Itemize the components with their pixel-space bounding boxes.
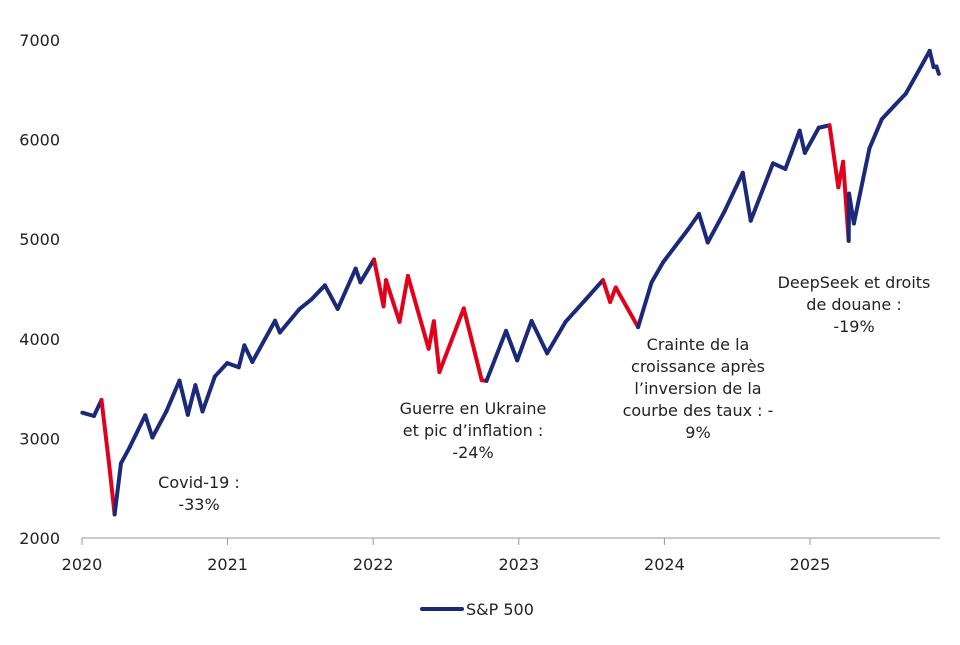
series-segment xyxy=(663,230,688,262)
series-segment xyxy=(360,260,374,283)
x-tick-label: 2020 xyxy=(62,555,103,574)
y-tick-label: 3000 xyxy=(19,429,60,448)
series-segment xyxy=(936,66,938,73)
series-segment xyxy=(166,381,179,412)
series-segment xyxy=(152,411,166,437)
series-segment xyxy=(506,331,517,361)
series-segment xyxy=(239,345,245,367)
series-segment xyxy=(565,294,590,322)
series-segment xyxy=(115,463,121,514)
x-tick-label: 2025 xyxy=(790,555,831,574)
series-segment xyxy=(688,214,699,230)
annotation-line: 9% xyxy=(685,423,710,442)
series-segment xyxy=(532,321,548,353)
series-segment xyxy=(743,173,751,221)
series-segment xyxy=(919,51,930,71)
series-segment xyxy=(486,331,506,381)
annotation-line: et pic d’inflation : xyxy=(403,421,544,440)
annotation-line: Covid-19 : xyxy=(158,473,240,492)
drawdown-segment xyxy=(434,321,440,372)
series-segment xyxy=(869,119,881,148)
series-segment xyxy=(699,214,708,243)
x-tick-label: 2022 xyxy=(353,555,394,574)
series-segment xyxy=(280,309,300,332)
series-segment xyxy=(724,173,742,212)
annotation-line: de douane : xyxy=(806,295,901,314)
drawdown-segment xyxy=(374,260,384,307)
legend-label: S&P 500 xyxy=(466,600,534,619)
annotation-line: courbe des taux : - xyxy=(623,401,774,420)
drawdown-annotation: Covid-19 : -33% xyxy=(158,473,240,514)
drawdown-segment xyxy=(408,276,429,349)
annotation-line: -19% xyxy=(833,317,874,336)
series-segment xyxy=(785,131,799,169)
legend: S&P 500 xyxy=(422,600,534,619)
drawdown-segment xyxy=(616,288,638,328)
drawdown-segment xyxy=(830,125,839,187)
series-segment xyxy=(121,447,130,463)
series-segment xyxy=(179,381,187,415)
drawdown-annotation: DeepSeek et droits de douane : -19% xyxy=(778,273,931,336)
annotation-line: DeepSeek et droits xyxy=(778,273,931,292)
series-segment xyxy=(708,212,725,243)
series-segment xyxy=(299,299,311,309)
series-segment xyxy=(215,363,227,376)
series-segment xyxy=(882,106,894,119)
series-segment xyxy=(773,163,785,169)
drawdown-annotation: Crainte de la croissance après l’inversion… xyxy=(623,335,774,442)
series-segment xyxy=(652,262,664,282)
series-segment xyxy=(591,280,603,294)
series-segment xyxy=(244,345,252,362)
y-tick-label: 2000 xyxy=(19,529,60,548)
series-segment xyxy=(188,385,196,415)
drawdown-segment xyxy=(101,400,109,464)
series-segment xyxy=(800,131,805,153)
drawdown-segment xyxy=(400,276,408,322)
y-tick-label: 4000 xyxy=(19,330,60,349)
drawdown-segment xyxy=(464,308,482,380)
drawdown-annotation: Guerre en Ukraine et pic d’inflation : -24… xyxy=(400,399,547,462)
drawdown-segment xyxy=(439,308,463,372)
series-segment xyxy=(547,322,565,353)
series-segment xyxy=(325,285,338,309)
series-segment xyxy=(805,128,819,153)
annotation-line: -33% xyxy=(178,495,219,514)
series-segment xyxy=(311,285,325,299)
annotation-line: l’inversion de la xyxy=(634,379,761,398)
series-segment xyxy=(130,415,146,447)
y-tick-label: 5000 xyxy=(19,230,60,249)
drawdown-segment xyxy=(603,280,610,302)
series-segment xyxy=(195,385,202,411)
series-segment xyxy=(854,148,870,223)
series-segment xyxy=(894,94,906,106)
series-segment xyxy=(517,321,531,360)
annotation-line: croissance après xyxy=(631,357,765,376)
series-segment xyxy=(906,71,919,94)
x-tick-label: 2024 xyxy=(644,555,685,574)
x-tick-label: 2023 xyxy=(498,555,539,574)
y-tick-label: 7000 xyxy=(19,31,60,50)
x-tick-label: 2021 xyxy=(207,555,248,574)
annotation-line: Guerre en Ukraine xyxy=(400,399,547,418)
series-segment xyxy=(252,321,275,362)
series-segment xyxy=(338,269,356,309)
series-segment xyxy=(930,51,934,67)
y-tick-label: 6000 xyxy=(19,131,60,150)
series-segment xyxy=(203,376,215,411)
series-segment xyxy=(751,163,773,220)
drawdown-segment xyxy=(386,280,400,322)
series-segment xyxy=(638,282,652,327)
annotation-line: Crainte de la xyxy=(647,335,750,354)
annotation-line: -24% xyxy=(452,443,493,462)
series-segment xyxy=(145,415,152,437)
